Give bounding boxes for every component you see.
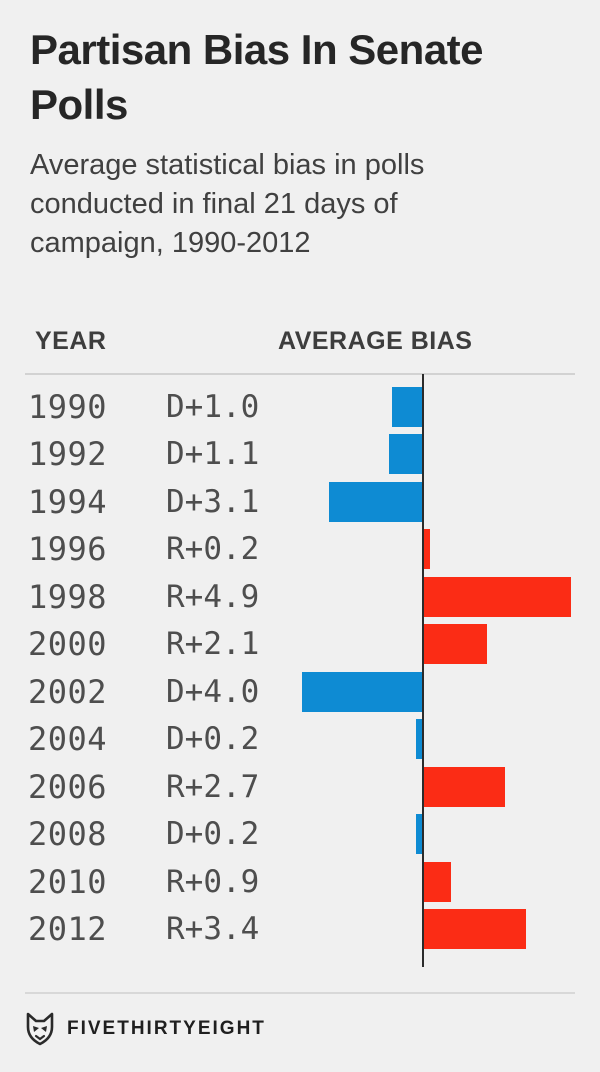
table-row: 1998 R+4.9 <box>0 573 600 621</box>
bias-value-label: D+0.2 <box>166 721 260 758</box>
year-label: 1992 <box>28 435 108 474</box>
bias-value-label: R+0.2 <box>166 531 260 568</box>
bias-value-label: R+2.7 <box>166 768 260 805</box>
table-row: 2012 R+3.4 <box>0 906 600 954</box>
table-row: 1996 R+0.2 <box>0 526 600 574</box>
bias-value-label: D+1.1 <box>166 436 260 473</box>
bias-bar <box>302 671 422 712</box>
table-row: 2010 R+0.9 <box>0 858 600 906</box>
table-row: 2000 R+2.1 <box>0 621 600 669</box>
year-label: 2006 <box>28 767 108 806</box>
bias-value-label: R+4.9 <box>166 578 260 615</box>
year-label: 2008 <box>28 815 108 854</box>
bias-bar <box>424 766 505 807</box>
table-row: 1994 D+3.1 <box>0 478 600 526</box>
bias-bar <box>424 909 526 950</box>
bias-bar <box>392 386 422 427</box>
footer: FIVETHIRTYEIGHT <box>25 1011 600 1047</box>
header-divider <box>25 373 575 375</box>
bias-value-label: D+1.0 <box>166 388 260 425</box>
fivethirtyeight-fox-icon <box>26 1012 54 1046</box>
column-headers: YEAR AVERAGE BIAS <box>0 327 600 357</box>
footer-divider <box>25 992 575 994</box>
brand-name: FIVETHIRTYEIGHT <box>67 1018 266 1039</box>
table-row: 1992 D+1.1 <box>0 431 600 479</box>
table-row: 2004 D+0.2 <box>0 716 600 764</box>
year-label: 2002 <box>28 672 108 711</box>
year-label: 2000 <box>28 625 108 664</box>
bias-bar <box>424 576 571 617</box>
column-header-year: YEAR <box>35 327 107 355</box>
year-label: 2012 <box>28 910 108 949</box>
bias-bar <box>424 624 487 665</box>
chart-subtitle: Average statistical bias in polls conduc… <box>30 149 425 259</box>
bias-value-label: D+0.2 <box>166 816 260 853</box>
column-header-average-bias: AVERAGE BIAS <box>278 327 473 355</box>
bias-bar <box>416 814 422 855</box>
bias-bar <box>329 481 422 522</box>
bias-value-label: D+4.0 <box>166 673 260 710</box>
bias-value-label: R+3.4 <box>166 911 260 948</box>
table-row: 2008 D+0.2 <box>0 811 600 859</box>
year-label: 1998 <box>28 577 108 616</box>
chart-title: Partisan Bias In Senate Polls <box>30 26 484 128</box>
year-label: 2010 <box>28 862 108 901</box>
bias-value-label: D+3.1 <box>166 483 260 520</box>
table-row: 2002 D+4.0 <box>0 668 600 716</box>
table-row: 1990 D+1.0 <box>0 383 600 431</box>
bias-value-label: R+0.9 <box>166 863 260 900</box>
bias-table: 1990 D+1.0 1992 D+1.1 1994 D+3.1 1996 R+… <box>0 374 600 967</box>
bias-bar <box>416 719 422 760</box>
bias-bar <box>424 529 430 570</box>
table-row: 2006 R+2.7 <box>0 763 600 811</box>
bias-bar <box>389 434 422 475</box>
year-label: 2004 <box>28 720 108 759</box>
bias-bar <box>424 861 451 902</box>
year-label: 1990 <box>28 387 108 426</box>
year-label: 1996 <box>28 530 108 569</box>
year-label: 1994 <box>28 482 108 521</box>
bias-value-label: R+2.1 <box>166 626 260 663</box>
zero-axis-line <box>422 374 424 967</box>
